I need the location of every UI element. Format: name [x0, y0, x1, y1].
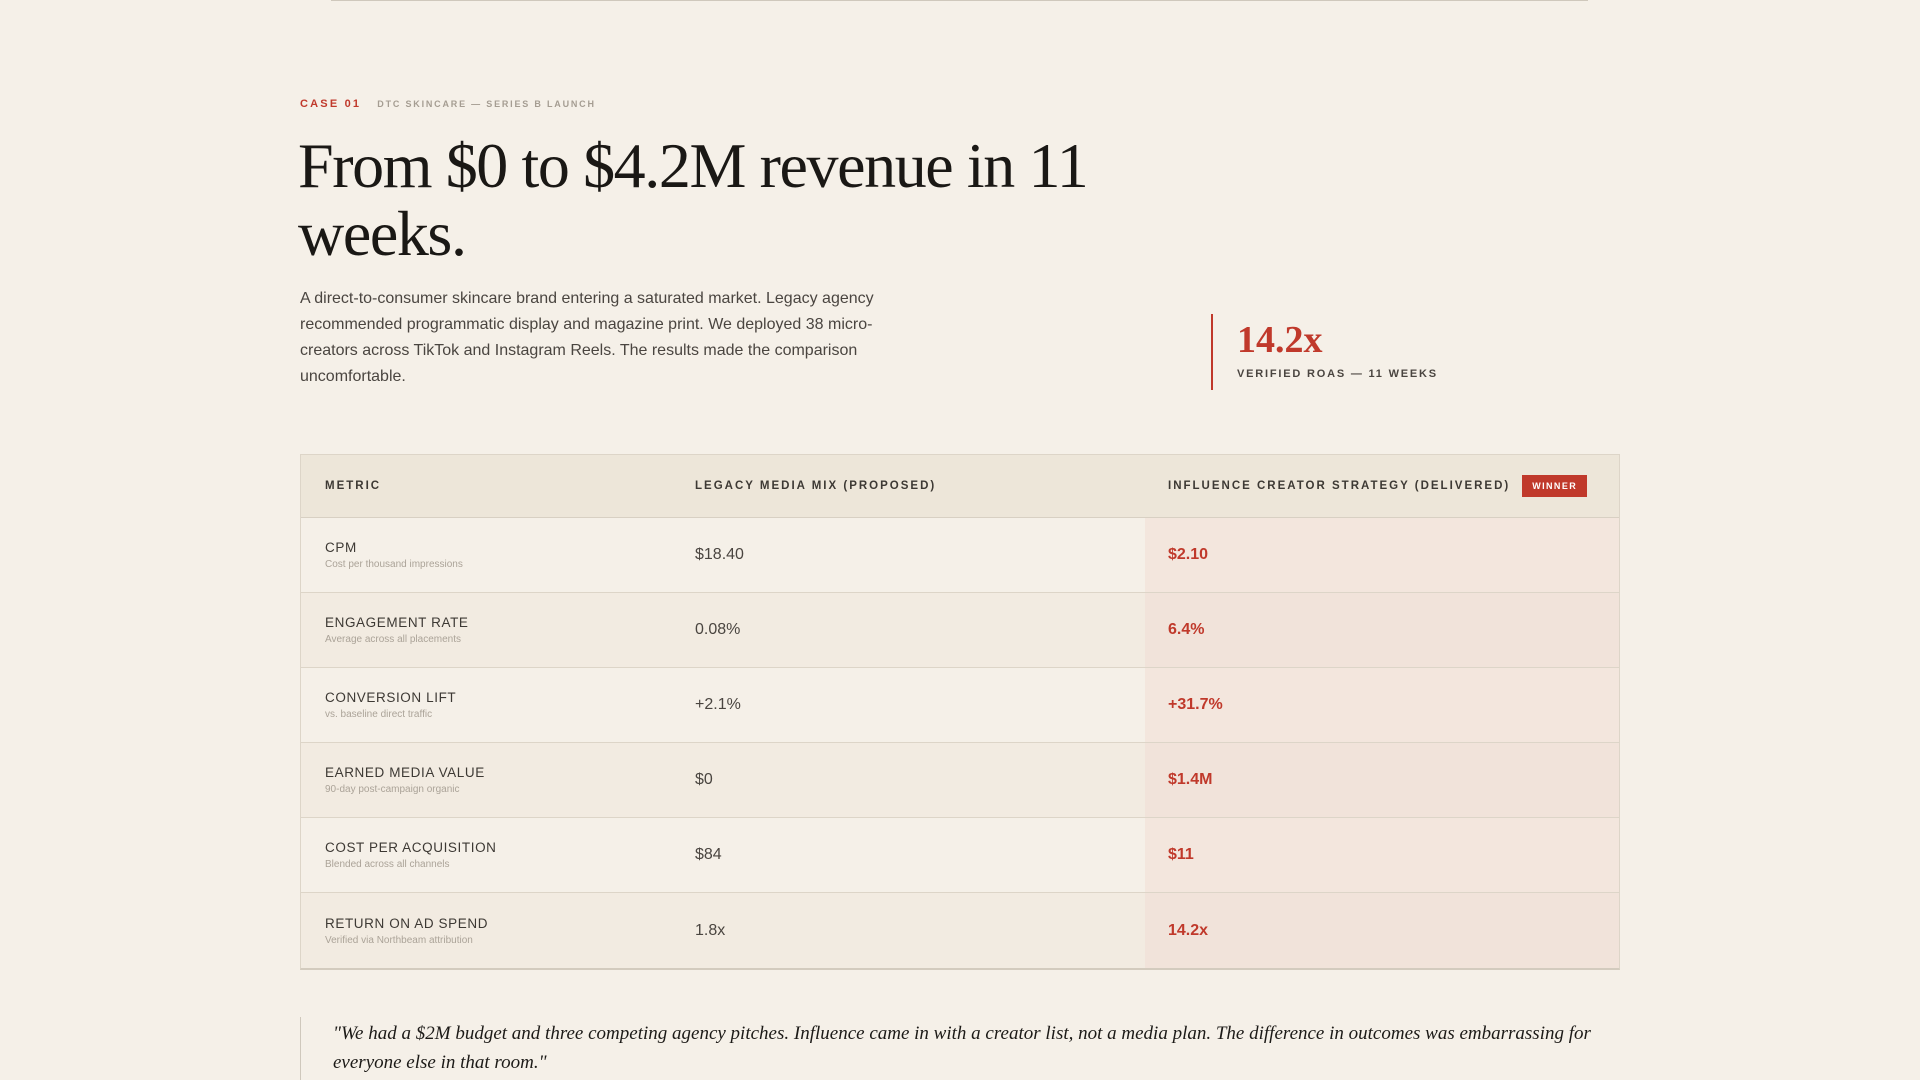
case-subtitle: DTC SKINCARE — SERIES B LAUNCH	[377, 99, 596, 109]
table-row: RETURN ON AD SPEND Verified via Northbea…	[301, 893, 1619, 968]
metric-description: Cost per thousand impressions	[325, 559, 463, 570]
table-body: CPM Cost per thousand impressions $18.40…	[301, 518, 1619, 968]
metric-description: Average across all placements	[325, 634, 461, 645]
metric-name: CONVERSION LIFT	[325, 690, 457, 705]
legacy-value: +2.1%	[670, 668, 1145, 742]
comparison-table: METRIC LEGACY MEDIA MIX (PROPOSED) INFLU…	[300, 454, 1620, 970]
legacy-value: 1.8x	[670, 893, 1145, 968]
table-row: CONVERSION LIFT vs. baseline direct traf…	[301, 668, 1619, 743]
legacy-value: $18.40	[670, 518, 1145, 592]
influence-value: $2.10	[1145, 518, 1619, 592]
legacy-value: $84	[670, 818, 1145, 892]
table-row: ENGAGEMENT RATE Average across all place…	[301, 593, 1619, 668]
influence-value: 14.2x	[1145, 893, 1619, 968]
case-number: CASE 01	[300, 98, 362, 110]
winner-badge: WINNER	[1522, 475, 1588, 497]
metric-cell: ENGAGEMENT RATE Average across all place…	[301, 593, 670, 667]
table-header: METRIC LEGACY MEDIA MIX (PROPOSED) INFLU…	[301, 455, 1619, 518]
stat-value: 14.2x	[1237, 319, 1323, 361]
metric-cell: COST PER ACQUISITION Blended across all …	[301, 818, 670, 892]
header-influence-label: INFLUENCE CREATOR STRATEGY (DELIVERED)	[1168, 480, 1511, 492]
header-influence: INFLUENCE CREATOR STRATEGY (DELIVERED) W…	[1145, 475, 1619, 497]
metric-description: Verified via Northbeam attribution	[325, 934, 473, 946]
case-label: CASE 01 DTC SKINCARE — SERIES B LAUNCH	[300, 98, 596, 110]
legacy-value: $0	[670, 743, 1145, 817]
influence-value: +31.7%	[1145, 668, 1619, 742]
influence-value: 6.4%	[1145, 593, 1619, 667]
metric-cell: RETURN ON AD SPEND Verified via Northbea…	[301, 893, 670, 968]
roas-stat: 14.2x VERIFIED ROAS — 11 WEEKS	[1211, 314, 1438, 390]
table-row: COST PER ACQUISITION Blended across all …	[301, 818, 1619, 893]
influence-value: $1.4M	[1145, 743, 1619, 817]
metric-description: 90-day post-campaign organic	[325, 784, 460, 795]
metric-description: Blended across all channels	[325, 859, 450, 870]
metric-cell: EARNED MEDIA VALUE 90-day post-campaign …	[301, 743, 670, 817]
table-row: CPM Cost per thousand impressions $18.40…	[301, 518, 1619, 593]
metric-description: vs. baseline direct traffic	[325, 709, 433, 720]
top-divider	[331, 0, 1588, 1]
page-title: From $0 to $4.2M revenue in 11 weeks.	[298, 130, 1089, 269]
metric-name: COST PER ACQUISITION	[325, 840, 497, 855]
legacy-value: 0.08%	[670, 593, 1145, 667]
metric-name: RETURN ON AD SPEND	[325, 915, 489, 931]
metric-name: EARNED MEDIA VALUE	[325, 765, 485, 780]
header-metric: METRIC	[325, 480, 382, 492]
client-testimonial: "We had a $2M budget and three competing…	[300, 1017, 1620, 1080]
metric-name: ENGAGEMENT RATE	[325, 615, 469, 630]
influence-value: $11	[1145, 818, 1619, 892]
header-legacy: LEGACY MEDIA MIX (PROPOSED)	[695, 480, 937, 492]
metric-name: CPM	[325, 540, 357, 555]
metric-cell: CONVERSION LIFT vs. baseline direct traf…	[301, 668, 670, 742]
metric-cell: CPM Cost per thousand impressions	[301, 518, 670, 592]
case-description: A direct-to-consumer skincare brand ente…	[300, 290, 874, 385]
table-row: EARNED MEDIA VALUE 90-day post-campaign …	[301, 743, 1619, 818]
stat-label: VERIFIED ROAS — 11 WEEKS	[1237, 368, 1438, 380]
